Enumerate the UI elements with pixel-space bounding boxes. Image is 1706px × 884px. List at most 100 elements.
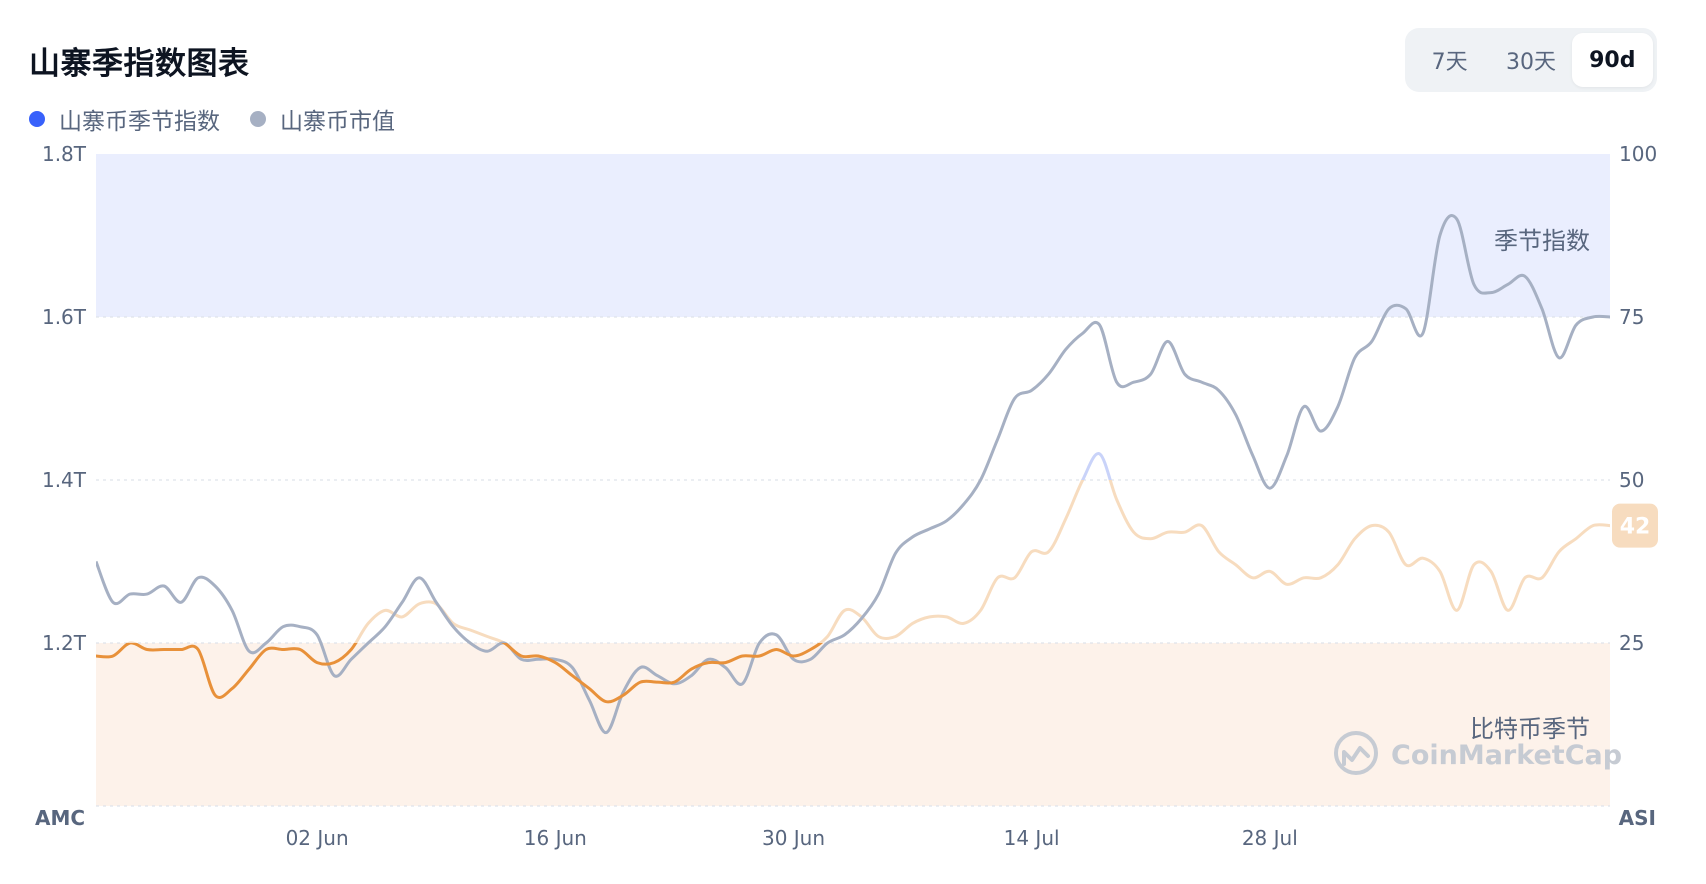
marketcap-point [468,641,472,645]
marketcap-point [213,584,217,588]
index-point [1285,582,1289,586]
marketcap-point [1149,372,1153,376]
index-point [1336,563,1340,567]
marketcap-point [1183,372,1187,376]
index-point [1149,537,1153,541]
marketcap-point [1438,234,1442,238]
index-line-neutral-segment [126,480,1610,643]
index-point [604,700,608,704]
legend-dot-marketcap [250,111,266,127]
marketcap-point [1217,388,1221,392]
left-axis-tick-label: 1.2T [42,631,87,655]
watermark: CoinMarketCap [1334,731,1622,775]
index-point [1489,569,1493,573]
index-point [145,648,149,652]
marketcap-point [774,633,778,637]
left-axis-tick-label: 1.8T [42,142,87,166]
index-point [281,648,285,652]
index-point [740,654,744,658]
legend-item-marketcap[interactable]: 山寨币市值 [250,102,395,136]
index-point [179,648,183,652]
marketcap-point [247,649,251,653]
marketcap-point [383,625,387,629]
marketcap-point [962,502,966,506]
index-point [196,648,200,652]
marketcap-point [1540,307,1544,311]
marketcap-point [1200,380,1204,384]
index-point [366,621,370,625]
index-point [1302,576,1306,580]
range-button-7d[interactable]: 7天 [1431,50,1468,75]
index-point [1506,608,1510,612]
right-axis-tick-label: 75 [1619,305,1644,329]
marketcap-point [1319,429,1323,433]
index-point [1404,563,1408,567]
marketcap-point [1489,291,1493,295]
marketcap-point [1387,307,1391,311]
index-point [1064,517,1068,521]
marketcap-point [281,625,285,629]
index-point [1115,498,1119,502]
marketcap-point [740,682,744,686]
marketcap-point [298,625,302,629]
index-point [1319,576,1323,580]
index-point [1523,576,1527,580]
index-point [1557,550,1561,554]
marketcap-point [1132,380,1136,384]
index-point [247,667,251,671]
marketcap-point [1421,331,1425,335]
index-point [826,635,830,639]
index-point [1217,550,1221,554]
index-point [1200,524,1204,528]
index-point [1132,530,1136,534]
current-index-badge: 42 [1612,503,1658,548]
marketcap-point [1574,323,1578,327]
index-point [1098,452,1102,456]
marketcap-point [1302,405,1306,409]
marketcap-point [1115,380,1119,384]
index-point [860,615,864,619]
marketcap-point [264,641,268,645]
index-point [553,661,557,665]
index-point [928,615,932,619]
marketcap-point [111,600,115,604]
index-point [519,654,523,658]
marketcap-point [1506,282,1510,286]
index-point [638,680,642,684]
index-point [587,687,591,691]
marketcap-point [485,649,489,653]
index-point [1047,550,1051,554]
marketcap-point [570,666,574,670]
left-axis-tick-label: 1.6T [42,305,87,329]
marketcap-point [757,641,761,645]
index-point [945,615,949,619]
index-point [332,661,336,665]
marketcap-point [230,608,234,612]
right-axis-end-label: ASI [1619,806,1656,830]
left-axis-tick-label: 1.4T [42,468,87,492]
index-point [162,648,166,652]
marketcap-point [655,674,659,678]
right-axis-tick-label: 25 [1619,631,1644,655]
index-point [621,693,625,697]
marketcap-point [1166,339,1170,343]
marketcap-point [843,633,847,637]
index-point [213,693,217,697]
marketcap-point [1268,486,1272,490]
index-point [1251,576,1255,580]
range-button-30d[interactable]: 30天 [1505,50,1556,75]
legend-item-index[interactable]: 山寨币季节指数 [29,102,220,136]
marketcap-point [1353,356,1357,360]
axes-layer: 1.8T 1.6T 1.4T 1.2T 100 75 50 25 AMC ASI 02 Jun 16 … [35,142,1658,850]
range-button-90d[interactable]: 90d [1571,33,1653,87]
index-point [1540,576,1544,580]
left-axis-end-label: AMC [35,806,85,830]
index-point [1081,478,1085,482]
index-point [1608,524,1612,528]
marketcap-point [894,551,898,555]
index-point [400,615,404,619]
marketcap-point [332,674,336,678]
